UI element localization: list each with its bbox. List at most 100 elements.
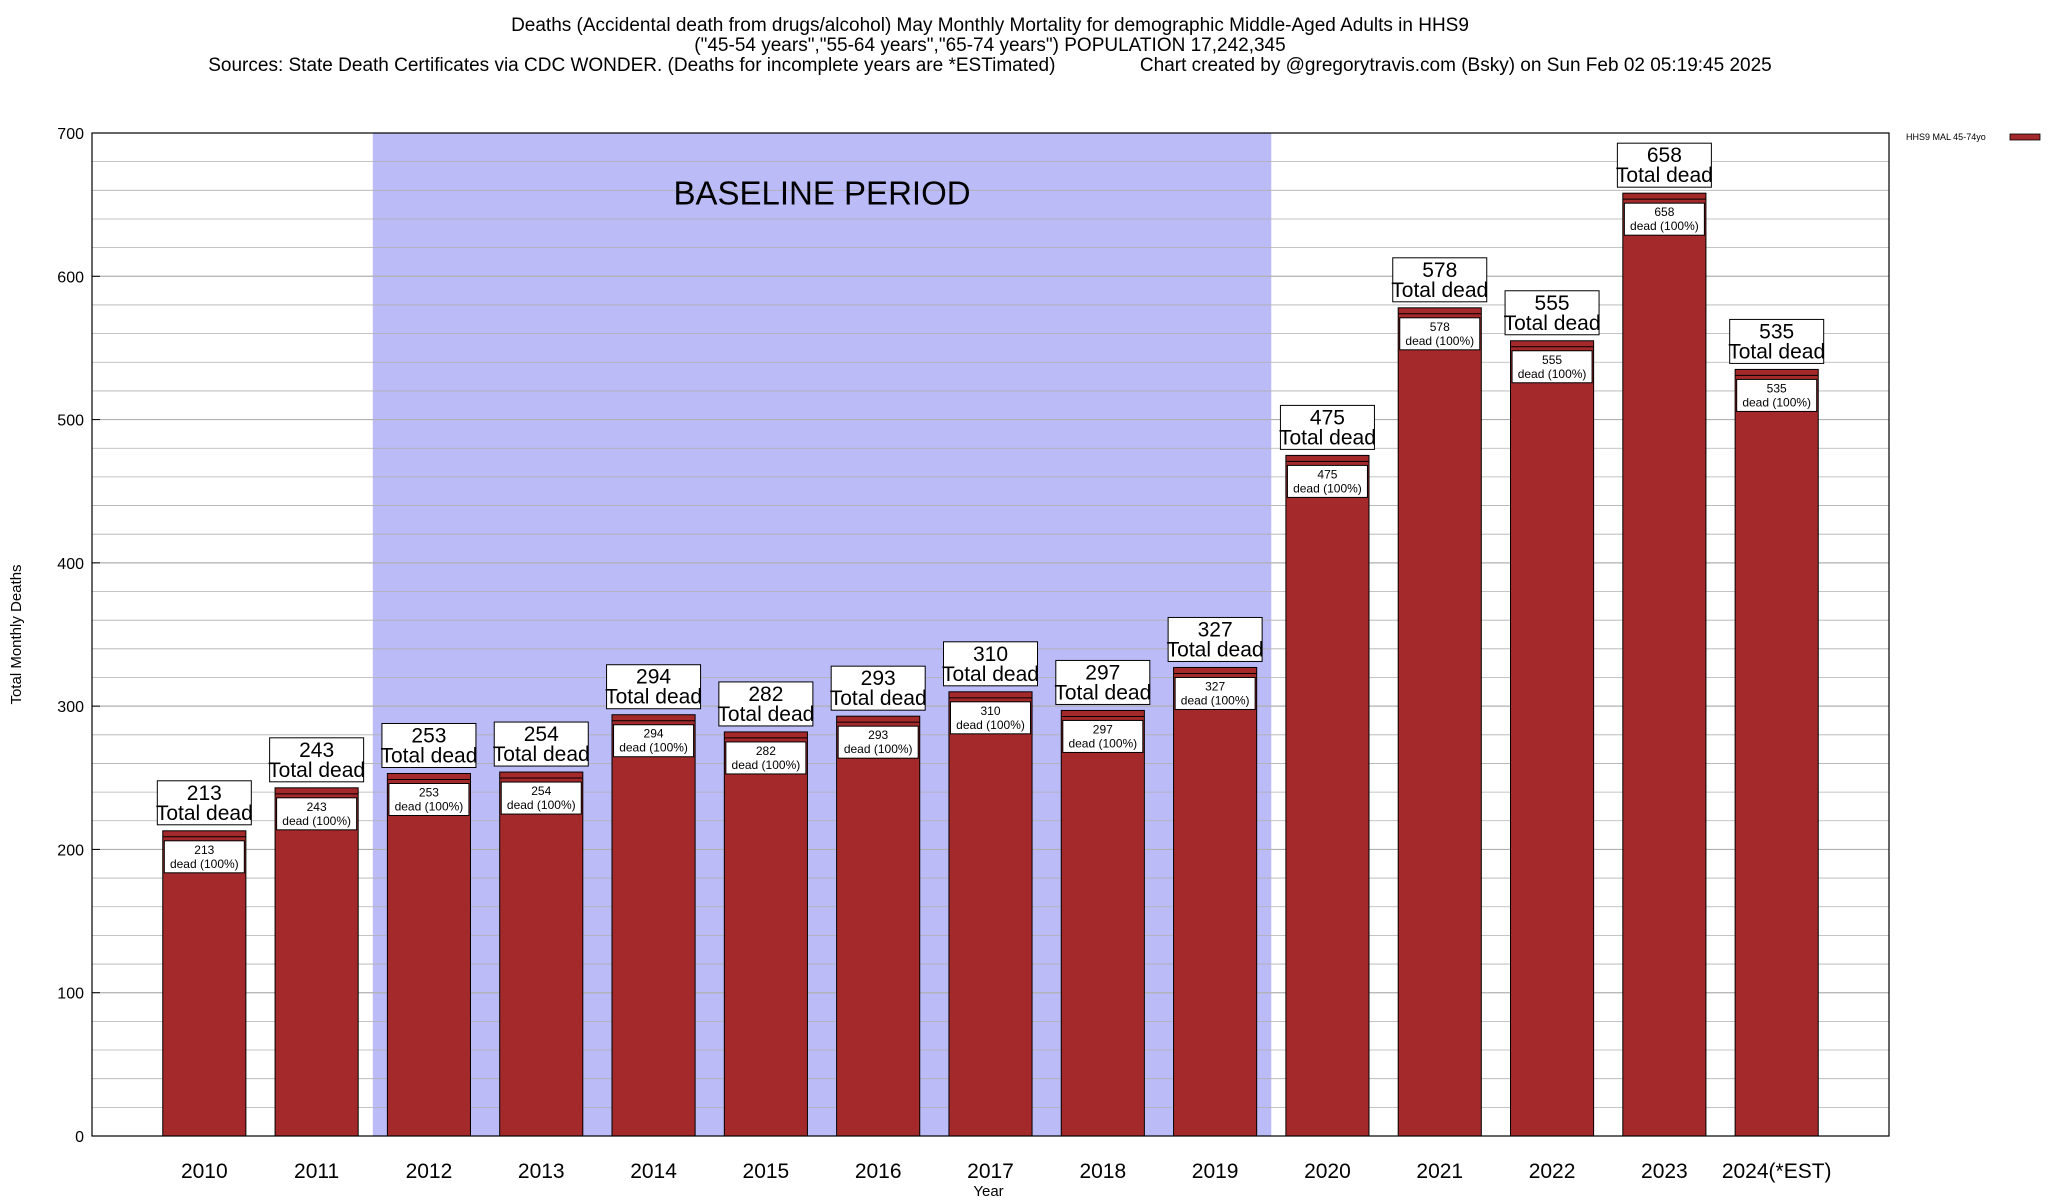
total-label-frame (1167, 616, 1263, 662)
segment-value-label: 578 (1430, 320, 1450, 334)
segment-percent-label: dead (100%) (619, 741, 688, 755)
total-label-frame (606, 664, 702, 710)
x-tick-label: 2011 (294, 1160, 339, 1183)
bar (1173, 666, 1258, 1137)
segment-value-label: 294 (644, 727, 664, 741)
segment-percent-label: dead (100%) (1518, 367, 1587, 381)
x-tick-label: 2013 (518, 1160, 565, 1183)
segment-label-frame (1174, 676, 1256, 710)
total-value-label: 243 (299, 739, 334, 762)
total-label-frame (493, 721, 589, 767)
y-tick-label: 0 (75, 1129, 84, 1146)
segment-label-frame (1399, 317, 1481, 351)
bar (162, 830, 247, 1137)
total-value-label: 535 (1759, 320, 1794, 343)
total-dead-label: Total dead (830, 687, 927, 710)
chart-title-line-3: Sources: State Death Certificates via CD… (208, 55, 1772, 76)
bar (723, 731, 808, 1137)
x-tick-label: 2023 (1641, 1160, 1688, 1183)
segment-value-label: 293 (868, 728, 888, 742)
bar-group (1734, 368, 1819, 1137)
bar-group (1285, 454, 1370, 1137)
total-label-frame (269, 737, 365, 783)
bar-group (274, 787, 359, 1137)
bar (386, 772, 471, 1137)
bar-group (1060, 709, 1145, 1137)
x-tick-label: 2016 (855, 1160, 902, 1183)
total-value-label: 253 (411, 724, 446, 747)
x-tick-label: 2020 (1304, 1160, 1351, 1183)
bar-group (1173, 666, 1258, 1137)
y-tick-label: 300 (57, 699, 84, 716)
total-dead-label: Total dead (1054, 681, 1151, 704)
total-dead-label: Total dead (1391, 279, 1488, 302)
y-tick-label: 600 (57, 269, 84, 286)
segment-percent-label: dead (100%) (1630, 219, 1699, 233)
total-label-frame (1392, 257, 1488, 303)
bar-group (1397, 307, 1482, 1137)
total-dead-label: Total dead (380, 744, 477, 767)
total-dead-label: Total dead (1504, 312, 1601, 335)
bar-group (723, 731, 808, 1137)
segment-label-frame (276, 797, 358, 831)
segment-label-frame (1062, 719, 1144, 753)
bar-group (611, 714, 696, 1137)
bar (1622, 192, 1707, 1137)
segment-percent-label: dead (100%) (1181, 693, 1250, 707)
total-dead-label: Total dead (717, 703, 814, 726)
segment-percent-label: dead (100%) (507, 798, 576, 812)
y-axis-title: Total Monthly Deaths (8, 564, 25, 704)
chart-title: Deaths (Accidental death from drugs/alco… (208, 15, 1772, 76)
bar-group (162, 830, 247, 1137)
x-tick-label: 2017 (967, 1160, 1014, 1183)
segment-percent-label: dead (100%) (1405, 334, 1474, 348)
x-tick-label: 2010 (181, 1160, 228, 1183)
total-dead-label: Total dead (1167, 638, 1264, 661)
segment-value-label: 243 (307, 800, 327, 814)
bar-group (836, 715, 921, 1137)
bar (1734, 368, 1819, 1137)
legend-series-label: HHS9 MAL 45-74yo (1906, 132, 1986, 142)
total-value-label: 254 (524, 723, 559, 746)
segment-value-label: 254 (531, 784, 551, 798)
segment-label-frame (1623, 202, 1705, 236)
segment-label-frame (1736, 378, 1818, 412)
total-dead-label: Total dead (605, 686, 702, 709)
total-dead-label: Total dead (156, 802, 253, 825)
total-value-label: 293 (861, 667, 896, 690)
total-label-frame (1504, 290, 1600, 336)
total-label-frame (830, 665, 926, 711)
total-label-frame (943, 641, 1038, 687)
segment-label-frame (950, 701, 1031, 735)
segment-label-frame (163, 840, 245, 874)
y-tick-label: 500 (57, 413, 84, 430)
segment-label-frame (500, 781, 582, 815)
bar (1285, 454, 1370, 1137)
axes: 0 100 200 300 400 500 600 700 2010 2011 2012 2013 20… (8, 126, 1890, 1200)
segment-percent-label: dead (100%) (956, 718, 1025, 732)
x-tick-label: 2015 (743, 1160, 790, 1183)
x-axis-title: Year (973, 1183, 1003, 1200)
segment-percent-label: dead (100%) (1742, 395, 1811, 409)
segment-value-label: 297 (1093, 722, 1113, 736)
total-label-frame (718, 681, 814, 727)
